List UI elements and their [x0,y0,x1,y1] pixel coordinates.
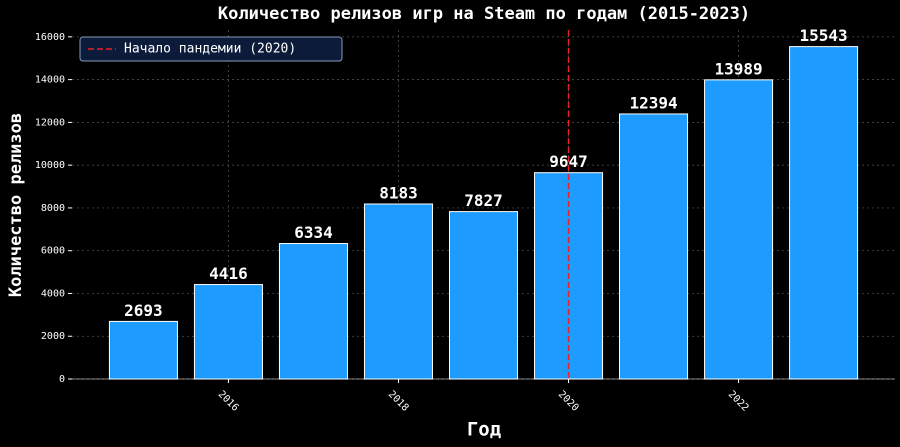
value-label: 12394 [629,93,677,112]
bar [363,203,433,380]
legend-label: Начало пандемии (2020) [124,42,296,57]
y-tick-label: 4000 [41,288,65,299]
y-tick-label: 10000 [35,160,65,171]
value-label: 6334 [294,223,333,242]
x-tick-label: 2016 [216,389,241,414]
x-axis-label: Год [467,419,501,441]
y-tick-label: 14000 [35,75,65,86]
y-tick-label: 8000 [41,203,65,214]
y-tick-label: 6000 [41,246,65,257]
value-label: 4416 [209,264,248,283]
y-tick-label: 0 [59,374,65,385]
bar [193,284,263,380]
x-tick-label: 2020 [556,389,581,414]
bar [619,113,689,380]
x-tick-label: 2018 [386,389,411,414]
value-label: 13989 [714,59,762,78]
bar [448,211,519,380]
bar [704,79,774,380]
bar [278,243,348,380]
x-tick-label: 2022 [726,389,751,414]
y-tick-label: 16000 [35,32,65,43]
value-label: 8183 [379,184,418,203]
bar [789,46,859,380]
y-axis-label: Количество релизов [6,113,26,297]
chart-title: Количество релизов игр на Steam по годам… [218,4,750,24]
value-label: 2693 [124,301,163,320]
y-tick-label: 12000 [35,117,65,128]
value-label: 7827 [464,191,503,210]
legend-box [79,36,343,62]
y-tick-label: 2000 [41,331,65,342]
bar [108,320,178,380]
value-label: 15543 [799,26,847,45]
